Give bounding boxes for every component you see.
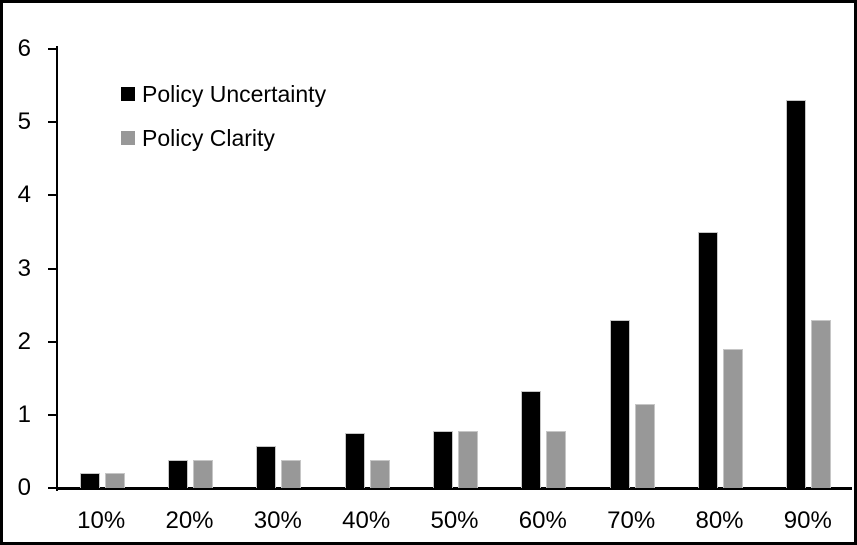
y-axis-tick (48, 340, 57, 343)
y-axis-tick-label: 1 (17, 400, 31, 428)
bar-policy-uncertainty-70% (609, 319, 630, 488)
y-axis-tick (48, 48, 57, 50)
bar-policy-clarity-30% (281, 460, 302, 488)
x-axis-category-label: 20% (165, 507, 214, 534)
bar-policy-clarity-80% (723, 348, 743, 488)
x-axis-category-label: 10% (77, 507, 126, 534)
bar-policy-uncertainty-20% (168, 460, 188, 488)
y-axis-tick (48, 413, 57, 416)
y-axis-tick (48, 121, 57, 124)
bar-policy-clarity-70% (634, 403, 655, 488)
bar-policy-clarity-40% (369, 460, 390, 488)
legend-swatch-policy-clarity (121, 131, 135, 145)
x-axis-category-label: 50% (430, 507, 479, 534)
legend-item-policy-clarity: Policy Clarity (121, 124, 326, 152)
y-axis-tick-label: 2 (17, 327, 31, 355)
bar-policy-uncertainty-60% (521, 390, 542, 488)
y-axis-tick-label: 5 (17, 108, 31, 136)
bar-policy-clarity-50% (458, 430, 478, 488)
bar-policy-uncertainty-80% (698, 231, 718, 488)
bar-policy-uncertainty-90% (786, 100, 807, 488)
y-axis-tick (48, 267, 57, 270)
bar-policy-clarity-60% (546, 430, 567, 488)
x-axis-line (56, 487, 852, 490)
y-axis-tick-label: 6 (17, 35, 31, 62)
y-axis-tick-label: 3 (17, 254, 31, 282)
bar-policy-uncertainty-50% (433, 430, 453, 488)
x-axis-category-label: 30% (253, 507, 302, 534)
y-axis-tick (48, 194, 57, 197)
y-axis-tick-label: 4 (17, 181, 31, 209)
bar-policy-uncertainty-30% (256, 446, 277, 488)
x-axis-category-label: 40% (342, 507, 391, 534)
legend-label-policy-uncertainty: Policy Uncertainty (142, 81, 327, 107)
bar-policy-clarity-10% (104, 473, 125, 488)
x-axis-category-label: 80% (695, 507, 744, 534)
bar-policy-clarity-20% (193, 460, 213, 488)
y-axis-tick-label: 0 (17, 474, 31, 501)
y-axis-tick (48, 487, 57, 489)
bar-policy-uncertainty-40% (344, 433, 365, 488)
legend-label-policy-clarity: Policy Clarity (142, 125, 275, 151)
legend-swatch-policy-uncertainty (121, 87, 135, 101)
legend-item-policy-uncertainty: Policy Uncertainty (121, 80, 326, 108)
x-axis-category-label: 70% (607, 507, 656, 534)
x-axis-category-label: 90% (783, 507, 832, 534)
chart-legend: Policy Uncertainty Policy Clarity (121, 80, 326, 168)
bar-policy-clarity-90% (811, 319, 832, 488)
bar-policy-uncertainty-10% (79, 473, 100, 488)
x-axis-category-label: 60% (518, 507, 567, 534)
y-axis-line (56, 46, 58, 491)
